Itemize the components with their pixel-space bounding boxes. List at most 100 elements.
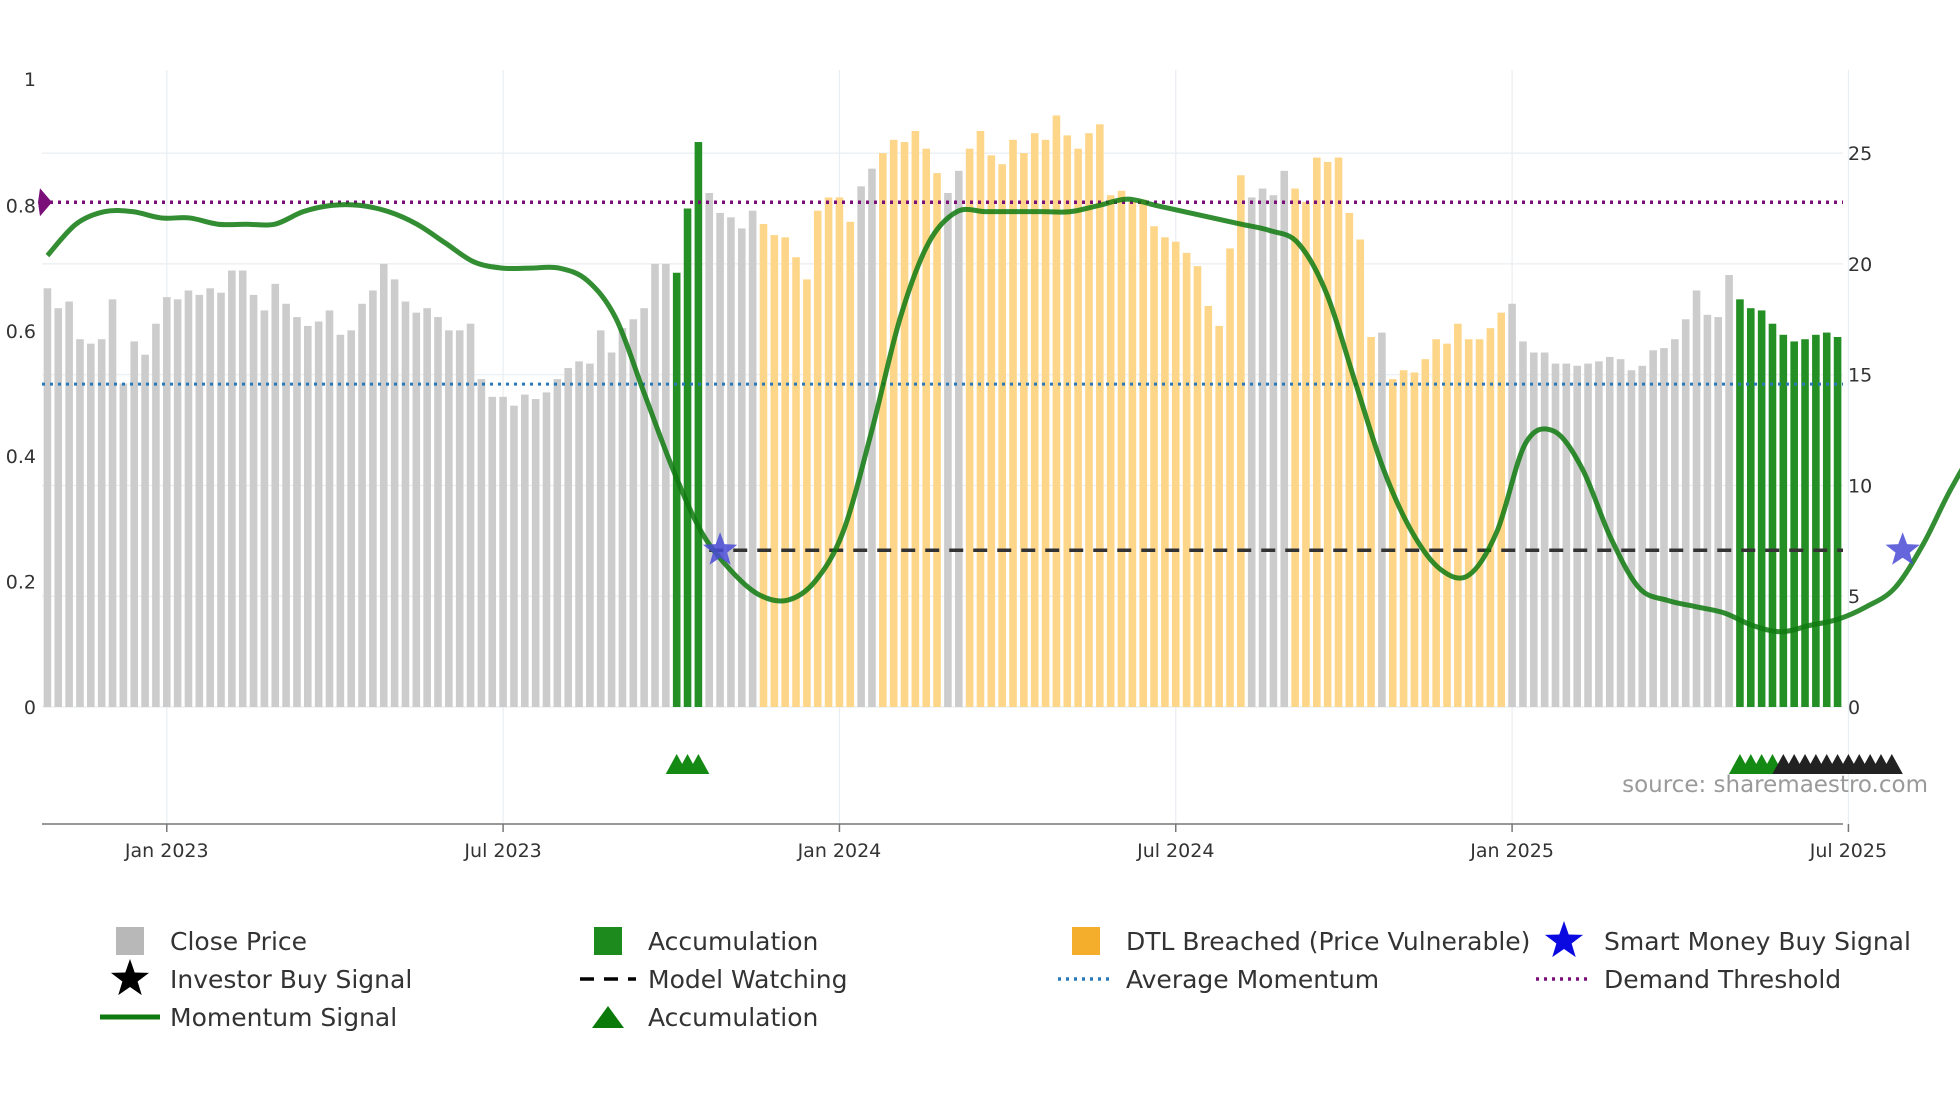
accumulation-bar — [1812, 334, 1820, 707]
dtl-breached-bar — [1237, 175, 1245, 707]
dtl-breached-bar — [1313, 157, 1321, 707]
legend-swatch — [116, 927, 144, 955]
close-price-bar — [748, 210, 757, 707]
dtl-breached-bar — [1204, 305, 1213, 707]
dtl-breached-bar — [1117, 190, 1126, 707]
close-price-bar — [1519, 341, 1527, 707]
close-price-bar — [499, 396, 507, 707]
legend-label: Demand Threshold — [1604, 965, 1841, 994]
close-price-bar — [1725, 274, 1733, 707]
right-axis-tick-label: 5 — [1848, 586, 1860, 608]
right-axis-tick-label: 15 — [1848, 365, 1872, 387]
dtl-breached-bar — [1497, 312, 1506, 707]
close-price-bar — [304, 325, 312, 707]
close-price-bar — [217, 292, 225, 707]
smart-money-buy-signal-star — [702, 532, 738, 565]
accumulation-bar — [1790, 341, 1798, 707]
dtl-breached-bar — [933, 173, 941, 708]
close-price-bar — [651, 263, 659, 707]
x-axis-tick-label: Jan 2023 — [124, 840, 209, 862]
close-price-bar — [97, 339, 106, 707]
legend-item-dtl: DTL Breached (Price Vulnerable) — [1072, 927, 1530, 956]
dtl-breached-bar — [824, 197, 833, 708]
dtl-breached-bar — [1182, 252, 1191, 707]
legend-label: Smart Money Buy Signal — [1604, 927, 1911, 956]
close-price-bar — [1649, 350, 1657, 707]
close-price-bar — [119, 383, 128, 707]
legend-item-investor: Investor Buy Signal — [110, 959, 412, 996]
dtl-breached-bar — [1215, 325, 1223, 707]
dtl-breached-bar — [1193, 266, 1202, 707]
dtl-breached-bar — [835, 197, 844, 708]
close-price-bar — [76, 339, 84, 707]
close-price-bar — [1692, 290, 1701, 707]
dtl-breached-bar — [803, 279, 811, 707]
dtl-breached-bar — [922, 148, 931, 707]
dtl-breached-bar — [1454, 323, 1462, 707]
dtl-breached-bar — [1367, 337, 1375, 707]
close-price-bar — [662, 263, 670, 707]
dtl-breached-bar — [1356, 239, 1364, 707]
close-price-bar — [1671, 339, 1679, 707]
legend: Close Price Accumulation DTL Breached (Pri… — [100, 921, 1911, 1032]
close-price-bar — [618, 328, 627, 707]
close-price-bar — [1638, 365, 1647, 707]
legend-label: Investor Buy Signal — [170, 965, 412, 994]
dtl-breached-bar — [1291, 188, 1299, 708]
close-price-bar — [1258, 188, 1267, 708]
close-price-bar — [173, 299, 182, 707]
close-price-bar — [477, 379, 486, 707]
close-price-bar — [944, 192, 952, 708]
legend-label: Close Price — [170, 927, 307, 956]
markers-layer — [665, 532, 1920, 774]
close-price-bar — [1616, 359, 1625, 707]
dtl-breached-bar — [1302, 201, 1310, 708]
right-axis-tick-label: 25 — [1848, 143, 1872, 165]
legend-item-momentum: Momentum Signal — [100, 1003, 397, 1032]
close-price-bar — [228, 270, 236, 707]
close-price-bar — [1529, 352, 1538, 707]
close-price-bar — [260, 310, 269, 707]
right-axis-tick-label: 0 — [1848, 697, 1860, 719]
dtl-breached-bar — [1432, 339, 1440, 707]
close-price-bar — [249, 294, 258, 707]
close-price-bar — [564, 368, 572, 707]
x-axis-tick-label: Jan 2025 — [1469, 840, 1554, 862]
close-price-bar — [1660, 348, 1668, 707]
dtl-breached-bar — [781, 237, 789, 707]
dtl-breached-bar — [987, 155, 996, 708]
legend-label: Accumulation — [648, 1003, 818, 1032]
legend-item-close: Close Price — [116, 927, 307, 956]
legend-item-accum_bar: Accumulation — [594, 927, 818, 956]
legend-label: DTL Breached (Price Vulnerable) — [1126, 927, 1530, 956]
close-price-bar — [130, 341, 139, 707]
close-price-bar — [54, 308, 63, 707]
x-axis-tick-label: Jul 2023 — [463, 840, 541, 862]
close-price-bar — [282, 303, 290, 707]
dtl-breached-bar — [998, 164, 1006, 708]
close-price-bar — [293, 317, 301, 707]
left-axis-tick-label: 0.8 — [6, 195, 36, 217]
close-price-bar — [1269, 195, 1278, 707]
close-price-bar — [423, 308, 431, 707]
dtl-breached-bar — [1139, 199, 1148, 707]
legend-item-watching: Model Watching — [580, 965, 848, 994]
dtl-breached-bar — [1096, 124, 1104, 707]
dtl-breached-bar — [1074, 148, 1082, 707]
accumulation-bar — [1746, 308, 1755, 707]
x-axis-tick-label: Jul 2024 — [1136, 840, 1214, 862]
close-price-bar — [1595, 361, 1603, 707]
legend-swatch — [594, 927, 622, 955]
close-price-bar — [586, 363, 594, 707]
close-price-bar — [87, 343, 95, 707]
close-price-bar — [466, 323, 475, 707]
close-price-bar — [596, 330, 605, 707]
close-price-bar — [152, 323, 160, 707]
dtl-breached-bar — [1345, 212, 1354, 707]
close-price-bar — [542, 392, 551, 707]
legend-item-avg_mom: Average Momentum — [1058, 965, 1379, 994]
dtl-breached-bar — [1486, 328, 1495, 707]
momentum-signal-line — [45, 196, 1960, 635]
dtl-breached-bar — [813, 210, 822, 707]
